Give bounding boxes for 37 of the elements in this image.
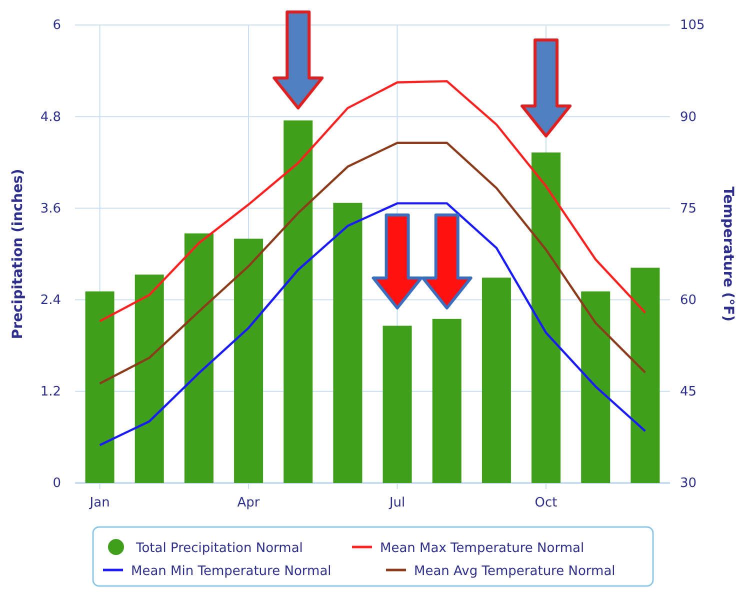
- bar: [234, 238, 264, 483]
- bar: [284, 120, 313, 483]
- bar: [581, 291, 610, 483]
- y-tick-label: 3.6: [40, 201, 61, 216]
- bar: [630, 268, 660, 483]
- line-series: [98, 80, 646, 322]
- y-tick-label: 0: [52, 476, 61, 492]
- legend-label: Mean Avg Temperature Normal: [414, 564, 616, 579]
- bar: [432, 318, 462, 483]
- y2-tick-label: 75: [680, 201, 697, 216]
- x-tick-label: Jul: [388, 495, 406, 510]
- y-axis-title: Precipitation (inches): [10, 168, 26, 340]
- y2-tick-label: 90: [680, 110, 697, 125]
- bar: [382, 326, 412, 483]
- bar: [85, 291, 114, 483]
- y2-tick-label: 105: [680, 18, 705, 34]
- bar: [482, 278, 511, 483]
- line-series: [98, 142, 646, 385]
- y2-tick-label: 30: [680, 476, 697, 492]
- y-tick-label: 2.4: [40, 292, 61, 308]
- y2-axis-title: Temperature (°F): [720, 186, 736, 322]
- x-tick-label: Jan: [88, 495, 110, 510]
- bar: [532, 152, 561, 483]
- y-tick-label: 6: [52, 18, 61, 34]
- legend-label: Total Precipitation Normal: [135, 541, 303, 556]
- line-series: [98, 202, 646, 446]
- legend-label: Mean Max Temperature Normal: [380, 541, 584, 556]
- bar: [134, 274, 164, 483]
- bar: [333, 202, 362, 483]
- y-tick-label: 4.8: [40, 110, 61, 125]
- x-tick-label: Apr: [237, 495, 260, 510]
- y2-tick-label: 45: [680, 384, 697, 400]
- y-tick-label: 1.2: [40, 384, 61, 400]
- x-tick-label: Oct: [534, 495, 558, 510]
- legend-label: Mean Min Temperature Normal: [131, 564, 332, 579]
- bar: [184, 233, 214, 483]
- y2-tick-label: 60: [680, 292, 697, 308]
